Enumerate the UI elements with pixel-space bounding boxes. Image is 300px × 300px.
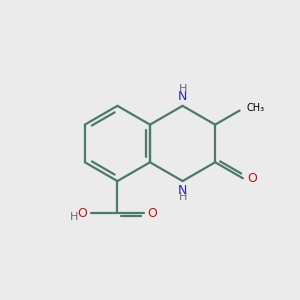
Text: N: N: [178, 184, 187, 197]
Text: H: H: [70, 212, 78, 222]
Text: O: O: [247, 172, 257, 185]
Text: N: N: [178, 90, 187, 103]
Text: O: O: [77, 207, 87, 220]
Text: CH₃: CH₃: [247, 103, 265, 113]
Text: H: H: [178, 85, 187, 94]
Text: H: H: [178, 192, 187, 203]
Text: O: O: [147, 207, 157, 220]
